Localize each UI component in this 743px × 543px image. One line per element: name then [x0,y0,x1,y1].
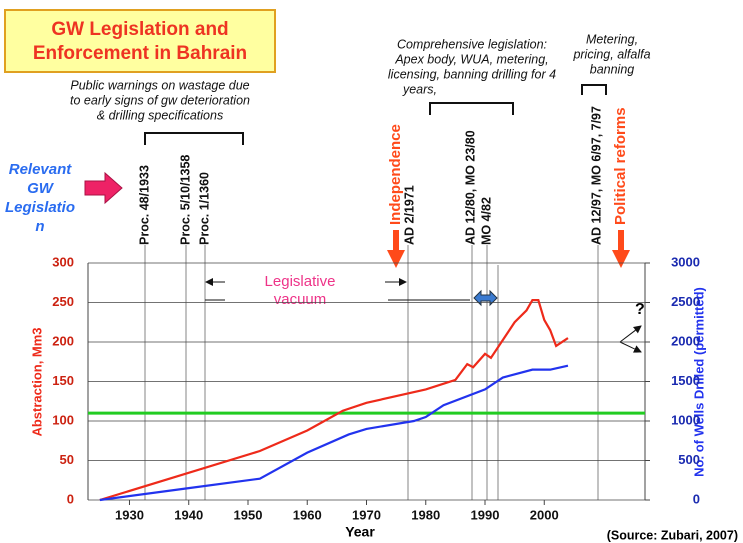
y-tick-label: 150 [52,373,74,388]
note: banning [590,62,635,76]
arrow [619,325,642,343]
y-tick-label: 200 [52,333,74,348]
note: licensing, banning drilling for 4 [388,67,556,81]
x-tick-label: 1940 [174,507,203,522]
x-tick-label: 1990 [471,507,500,522]
event-label: Proc. 1/1360 [197,172,211,245]
chart-title: Enforcement in Bahrain [33,43,247,64]
note: Relevant [9,161,73,178]
event-label: AD 12/97, MO 6/97, 7/97 [589,106,603,245]
note: Legislatio [5,199,75,216]
note: Public warnings on wastage due [70,78,249,92]
event-label: Proc. 48/1933 [137,165,151,245]
arrow [619,341,642,353]
red-arrow [387,230,405,268]
event-label: Proc. 5/10/1358 [178,155,192,245]
annotations: Public warnings on wastage due to early … [70,32,651,122]
y-tick-label: 0 [67,491,74,506]
y2-tick-label: 1000 [671,412,700,427]
vacuum-label: vacuum [274,291,327,308]
y-tick-label: 300 [52,254,74,269]
event-lines [144,245,599,500]
event-label: MO 4/82 [479,197,493,245]
note: years, [402,82,437,96]
reforms-label: Political reforms [612,107,629,225]
y-tick-label: 100 [52,412,74,427]
y-label: Abstraction, Mm3 [29,327,44,436]
series-line [99,364,569,502]
y-tick-label: 250 [52,294,74,309]
y2-tick-label: 2500 [671,294,700,309]
vacuum-arrows [205,278,642,353]
x-tick-label: 1960 [293,507,322,522]
x-tick-label: 1950 [234,507,263,522]
event-label: AD 2/1971 [402,185,416,245]
y2-tick-label: 0 [693,491,700,506]
bracket [581,84,607,95]
pink-arrow [84,171,123,205]
independence-label: Independence [387,124,404,225]
bracket [429,102,514,115]
y2-tick-label: 3000 [671,254,700,269]
source: (Source: Zubari, 2007) [607,528,738,542]
y-tick-label: 50 [60,452,74,467]
x-tick-label: 1970 [352,507,381,522]
x-tick-label: 1930 [115,507,144,522]
note: Apex body, WUA, metering, [394,52,548,66]
red-arrow [612,230,630,268]
x-label: Year [345,524,375,540]
x-tick-label: 2000 [530,507,559,522]
note: GW [27,180,55,197]
y2-tick-label: 2000 [671,333,700,348]
chart-title: GW Legislation and [51,19,228,40]
note: n [35,218,44,235]
note: & drilling specifications [97,108,223,122]
relevant-label: Relevant GW Legislatio n [5,161,75,235]
y2-label: No. of Wells Drilled (permitted) [691,287,706,477]
y2-tick-label: 1500 [671,373,700,388]
note: Metering, [586,32,638,46]
x-tick-label: 1980 [411,507,440,522]
question: ? [635,301,645,318]
vacuum-label: Legislative [265,273,336,290]
bracket [144,132,244,145]
series-line [99,299,569,502]
title-box [4,9,276,73]
note: to early signs of gw deterioration [70,93,250,107]
event-label: AD 12/80, MO 23/80 [463,130,477,245]
note: pricing, alfalfa [572,47,650,61]
note: Comprehensive legislation: [397,37,547,51]
y2-tick-label: 500 [678,452,700,467]
